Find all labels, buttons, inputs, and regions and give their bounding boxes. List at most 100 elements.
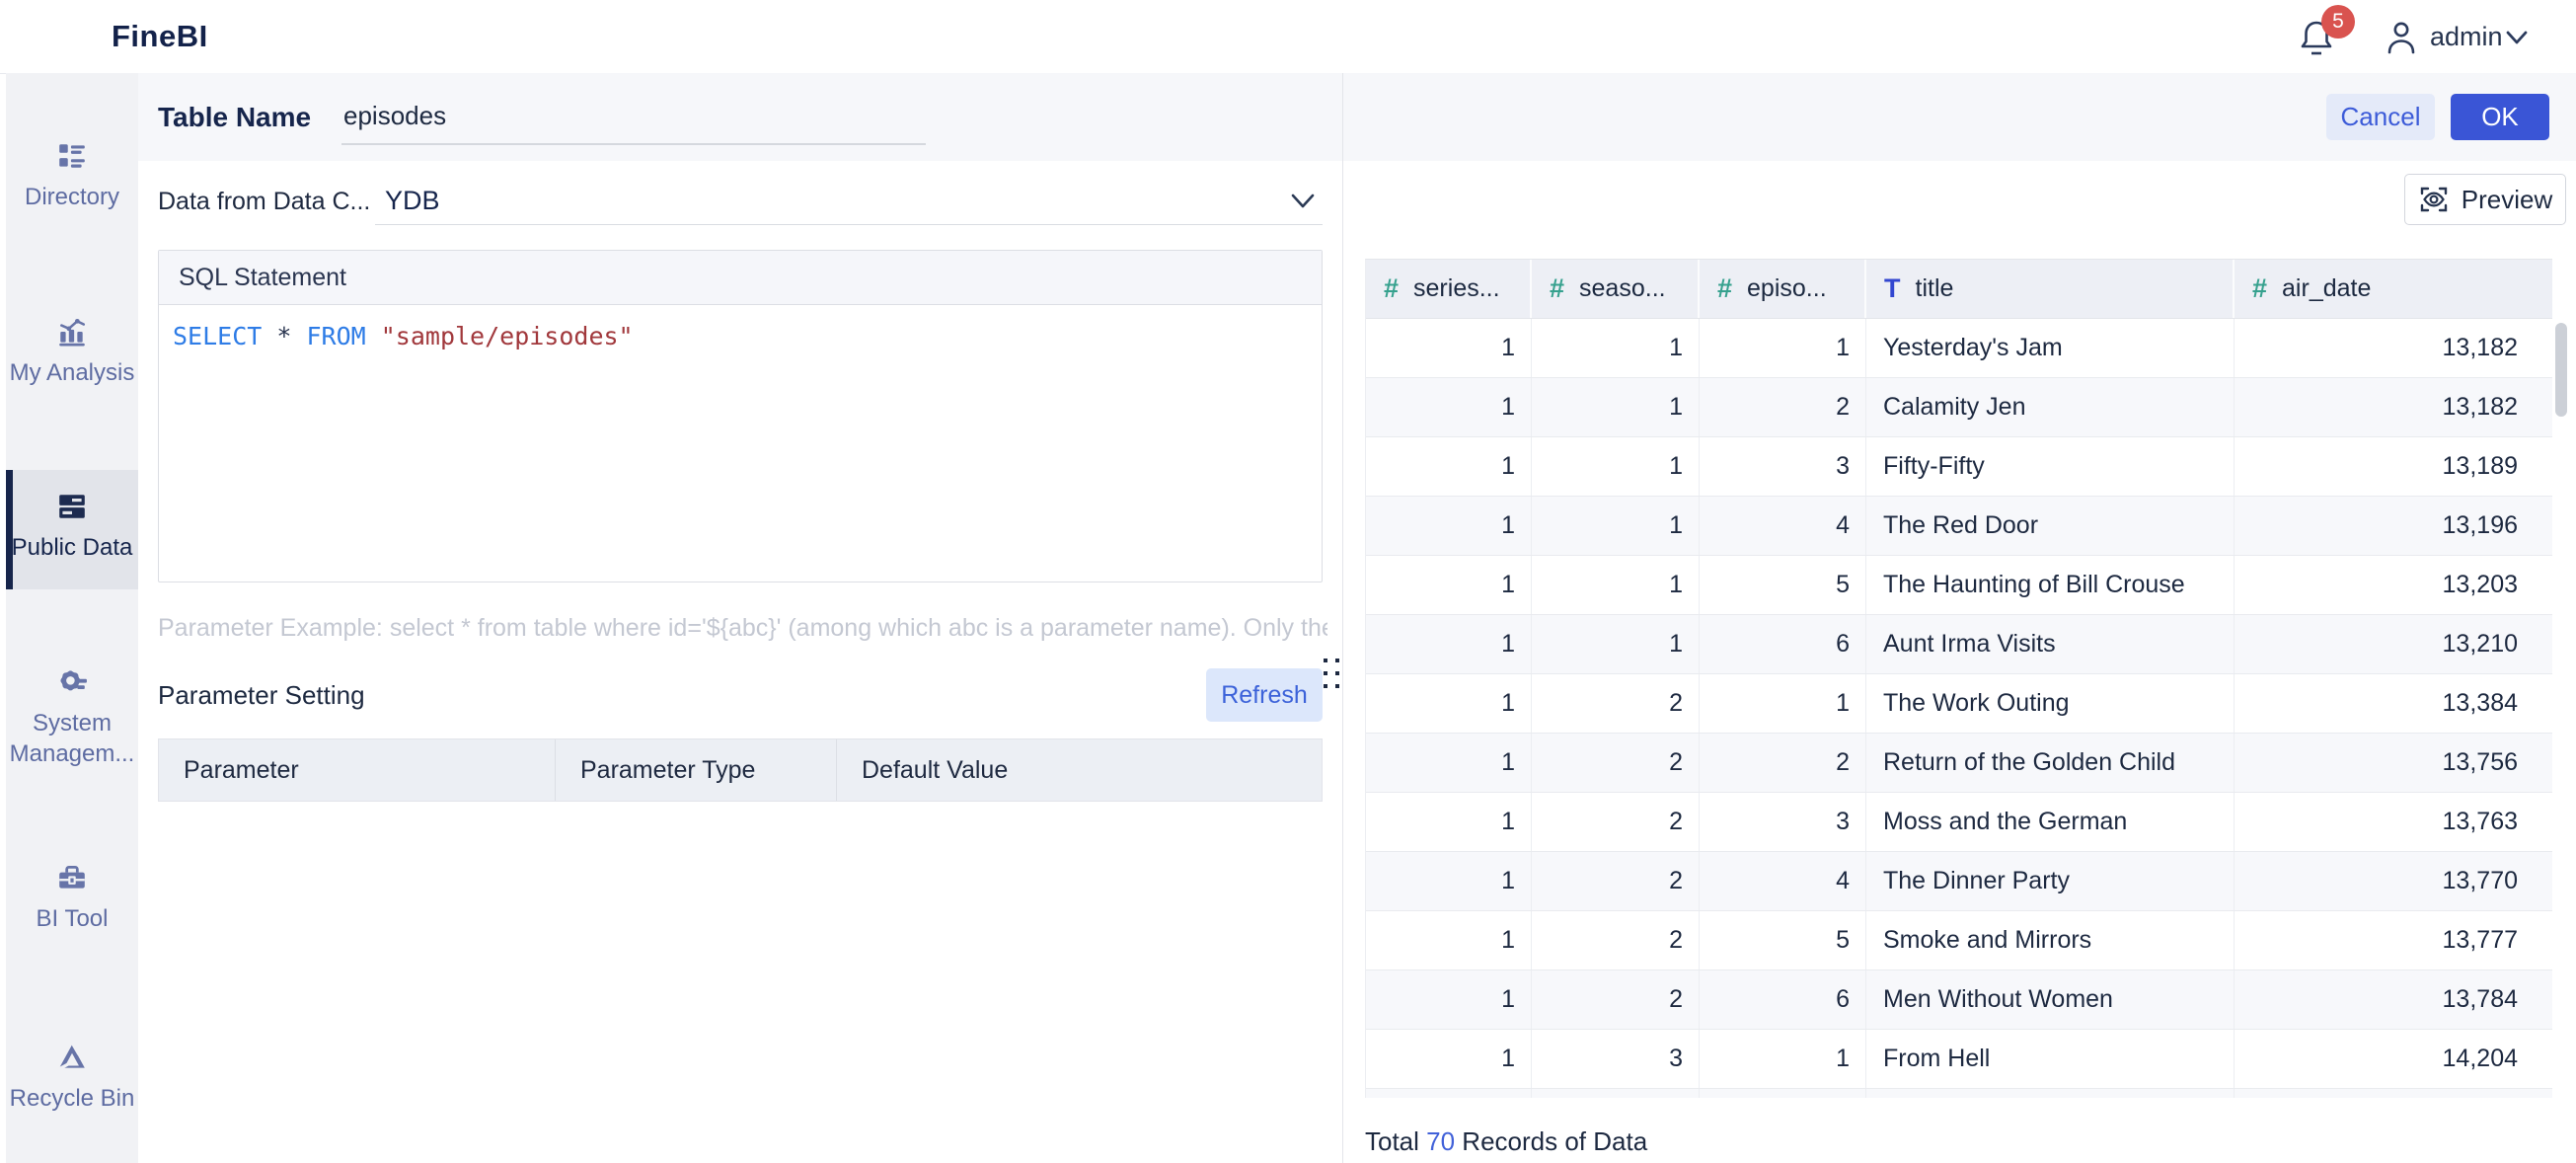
table-row[interactable]: 1 2 1 The Work Outing 13,384	[1366, 674, 2552, 734]
table-row[interactable]: 1 2 2 Return of the Golden Child 13,756	[1366, 734, 2552, 793]
vertical-scrollbar-thumb[interactable]	[2555, 323, 2567, 417]
preview-table: # series... # seaso... # episo... T titl…	[1365, 259, 2552, 1098]
table-row[interactable]	[1366, 1089, 2552, 1098]
number-type-icon: #	[2252, 273, 2268, 303]
column-header[interactable]: # series...	[1366, 260, 1532, 318]
cell: 1	[1532, 319, 1700, 377]
table-name-label: Table Name	[158, 102, 312, 132]
sql-code-line[interactable]: SELECT * FROM "sample/episodes"	[173, 322, 634, 350]
sql-string: "sample/episodes"	[365, 322, 634, 350]
sidebar-item-bi-tool[interactable]: BI Tool	[6, 862, 138, 934]
data-connection-underline	[375, 224, 1323, 225]
refresh-button[interactable]: Refresh	[1206, 668, 1323, 722]
sql-editor[interactable]: SQL Statement SELECT * FROM "sample/epis…	[158, 250, 1323, 582]
top-bar	[0, 0, 2576, 74]
preview-table-header-row: # series... # seaso... # episo... T titl…	[1366, 260, 2552, 319]
username-label[interactable]: admin	[2430, 22, 2503, 51]
cell: 6	[1700, 970, 1866, 1029]
sidebar-item-my-analysis[interactable]: My Analysis	[6, 316, 138, 388]
preview-button-label: Preview	[2461, 184, 2553, 214]
preview-button[interactable]: Preview	[2404, 174, 2566, 225]
cell: 1	[1366, 556, 1532, 614]
cancel-button[interactable]: Cancel	[2326, 94, 2435, 140]
ok-button[interactable]: OK	[2451, 94, 2549, 140]
cell: 1	[1366, 378, 1532, 436]
cell: 1	[1532, 556, 1700, 614]
column-header[interactable]: # seaso...	[1532, 260, 1700, 318]
cell: 1	[1366, 793, 1532, 851]
parameter-type-column-header: Parameter Type	[555, 739, 836, 801]
cell: From Hell	[1866, 1030, 2235, 1088]
column-header[interactable]: # episo...	[1700, 260, 1866, 318]
cell: 4	[1700, 497, 1866, 555]
chevron-down-icon[interactable]	[1289, 190, 1317, 213]
cell: 13,384	[2442, 689, 2518, 717]
data-connection-label: Data from Data C...	[158, 188, 371, 215]
cell: 1	[1366, 674, 1532, 733]
number-type-icon: #	[1717, 273, 1733, 303]
text-type-icon: T	[1884, 273, 1901, 303]
number-type-icon: #	[1384, 273, 1400, 303]
sidebar-selected-bar	[6, 470, 13, 589]
cell: Calamity Jen	[1866, 378, 2235, 436]
table-row[interactable]: 1 1 3 Fifty-Fifty 13,189	[1366, 437, 2552, 497]
cell: 2	[1532, 911, 1700, 969]
column-header[interactable]: T title	[1866, 260, 2235, 318]
table-row[interactable]: 1 2 5 Smoke and Mirrors 13,777	[1366, 911, 2552, 970]
cell: 1	[1700, 674, 1866, 733]
parameter-table-header: Parameter Parameter Type Default Value	[158, 738, 1323, 802]
cell: 2	[1700, 378, 1866, 436]
column-header-label: series...	[1413, 274, 1500, 302]
cell: Men Without Women	[1866, 970, 2235, 1029]
table-name-input[interactable]: episodes	[343, 101, 447, 130]
table-row[interactable]: 1 1 2 Calamity Jen 13,182	[1366, 378, 2552, 437]
column-header-label: episo...	[1747, 274, 1827, 302]
sidebar-item-public-data[interactable]: Public Data	[6, 491, 138, 563]
cell: 1	[1700, 1030, 1866, 1088]
preview-table-body: 1 1 1 Yesterday's Jam 13,182 1 1 2 Calam…	[1366, 319, 2552, 1098]
table-row[interactable]: 1 2 6 Men Without Women 13,784	[1366, 970, 2552, 1030]
cell: 13,210	[2442, 630, 2518, 658]
table-row[interactable]: 1 1 5 The Haunting of Bill Crouse 13,203	[1366, 556, 2552, 615]
cell: 1	[1532, 497, 1700, 555]
cell: 3	[1700, 437, 1866, 496]
cell: 1	[1366, 615, 1532, 673]
cell: 3	[1532, 1030, 1700, 1088]
sidebar: Directory My Analysis	[6, 73, 138, 1163]
chevron-down-icon[interactable]	[2504, 26, 2530, 49]
sidebar-item-recycle-bin[interactable]: Recycle Bin	[6, 1042, 138, 1114]
table-row[interactable]: 1 1 6 Aunt Irma Visits 13,210	[1366, 615, 2552, 674]
app-logo: FineBI	[112, 19, 208, 53]
table-row[interactable]: 1 1 1 Yesterday's Jam 13,182	[1366, 319, 2552, 378]
cell: 5	[1700, 911, 1866, 969]
user-avatar-icon[interactable]	[2385, 20, 2418, 55]
table-row[interactable]: 1 3 1 From Hell 14,204	[1366, 1030, 2552, 1089]
cell: The Dinner Party	[1866, 852, 2235, 910]
cell: 5	[1700, 556, 1866, 614]
table-row[interactable]: 1 2 4 The Dinner Party 13,770	[1366, 852, 2552, 911]
preview-eye-icon	[2418, 184, 2450, 215]
cell: 13,189	[2442, 452, 2518, 480]
recycle-bin-icon	[56, 1042, 88, 1073]
cell: 2	[1532, 970, 1700, 1029]
table-row[interactable]: 1 1 4 The Red Door 13,196	[1366, 497, 2552, 556]
sidebar-item-system-management[interactable]: System Managem...	[6, 666, 138, 769]
table-row[interactable]: 1 2 3 Moss and the German 13,763	[1366, 793, 2552, 852]
data-connection-select[interactable]: YDB	[385, 186, 440, 215]
column-header-label: seaso...	[1579, 274, 1666, 302]
panel-divider[interactable]	[1342, 73, 1343, 1163]
cell: 13,784	[2442, 985, 2518, 1013]
cell: 13,777	[2442, 926, 2518, 954]
cell: The Red Door	[1866, 497, 2235, 555]
sql-operator: *	[262, 322, 307, 350]
notification-badge[interactable]: 5	[2321, 5, 2355, 39]
cell: Moss and the German	[1866, 793, 2235, 851]
cell: 13,763	[2442, 808, 2518, 835]
panel-resize-handle[interactable]	[1324, 659, 1339, 688]
sql-keyword: SELECT	[173, 322, 263, 350]
cell: Yesterday's Jam	[1866, 319, 2235, 377]
sidebar-item-directory[interactable]: Directory	[6, 140, 138, 212]
column-header[interactable]: # air_date	[2235, 260, 2552, 318]
cell: 2	[1700, 734, 1866, 792]
